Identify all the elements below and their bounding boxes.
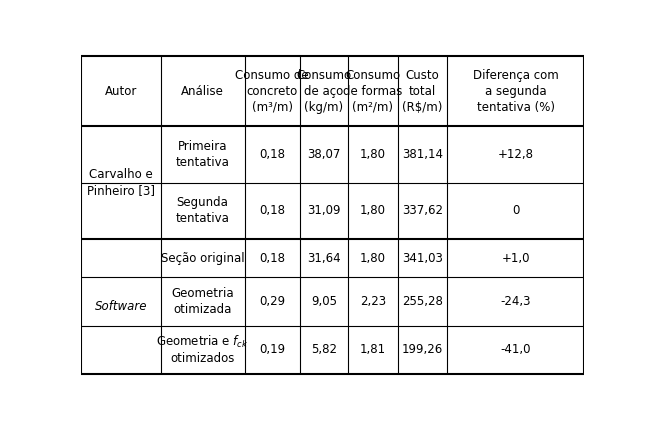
Text: Carvalho e
Pinheiro [3]: Carvalho e Pinheiro [3] <box>87 168 155 197</box>
Text: 0: 0 <box>512 204 519 217</box>
Text: Seção original: Seção original <box>161 252 245 265</box>
Text: 337,62: 337,62 <box>402 204 443 217</box>
Text: 255,28: 255,28 <box>402 295 443 308</box>
Text: Diferença com
a segunda
tentativa (%): Diferença com a segunda tentativa (%) <box>473 69 559 114</box>
Text: Software: Software <box>95 300 147 313</box>
Text: 1,80: 1,80 <box>360 204 386 217</box>
Text: 0,18: 0,18 <box>259 204 286 217</box>
Text: +1,0: +1,0 <box>502 252 530 265</box>
Text: 0,29: 0,29 <box>259 295 286 308</box>
Text: 199,26: 199,26 <box>402 343 443 357</box>
Text: 1,80: 1,80 <box>360 148 386 161</box>
Text: -24,3: -24,3 <box>500 295 531 308</box>
Text: Geometria
otimizada: Geometria otimizada <box>171 287 234 316</box>
Text: Análise: Análise <box>181 85 224 98</box>
Text: Geometria e $f_{ck}$: Geometria e $f_{ck}$ <box>156 334 249 350</box>
Text: -41,0: -41,0 <box>500 343 531 357</box>
Text: +12,8: +12,8 <box>498 148 533 161</box>
Text: 0,18: 0,18 <box>259 252 286 265</box>
Text: Custo
total
(R$/m): Custo total (R$/m) <box>402 69 443 114</box>
Text: 31,09: 31,09 <box>307 204 341 217</box>
Text: 341,03: 341,03 <box>402 252 443 265</box>
Text: 9,05: 9,05 <box>311 295 337 308</box>
Text: Consumo
de formas
(m²/m): Consumo de formas (m²/m) <box>343 69 402 114</box>
Text: Primeira
tentativa: Primeira tentativa <box>176 140 230 169</box>
Text: 5,82: 5,82 <box>311 343 337 357</box>
Text: 0,19: 0,19 <box>259 343 286 357</box>
Text: 1,80: 1,80 <box>360 252 386 265</box>
Text: 2,23: 2,23 <box>360 295 386 308</box>
Text: Autor: Autor <box>104 85 137 98</box>
Text: 381,14: 381,14 <box>402 148 443 161</box>
Text: Segunda
tentativa: Segunda tentativa <box>176 196 230 225</box>
Text: 38,07: 38,07 <box>307 148 341 161</box>
Text: Consumo de
concreto
(m³/m): Consumo de concreto (m³/m) <box>236 69 309 114</box>
Text: 1,81: 1,81 <box>360 343 386 357</box>
Text: otimizados: otimizados <box>171 352 235 365</box>
Text: 31,64: 31,64 <box>307 252 341 265</box>
Text: Consumo
de aço
(kg/m): Consumo de aço (kg/m) <box>296 69 351 114</box>
Text: 0,18: 0,18 <box>259 148 286 161</box>
